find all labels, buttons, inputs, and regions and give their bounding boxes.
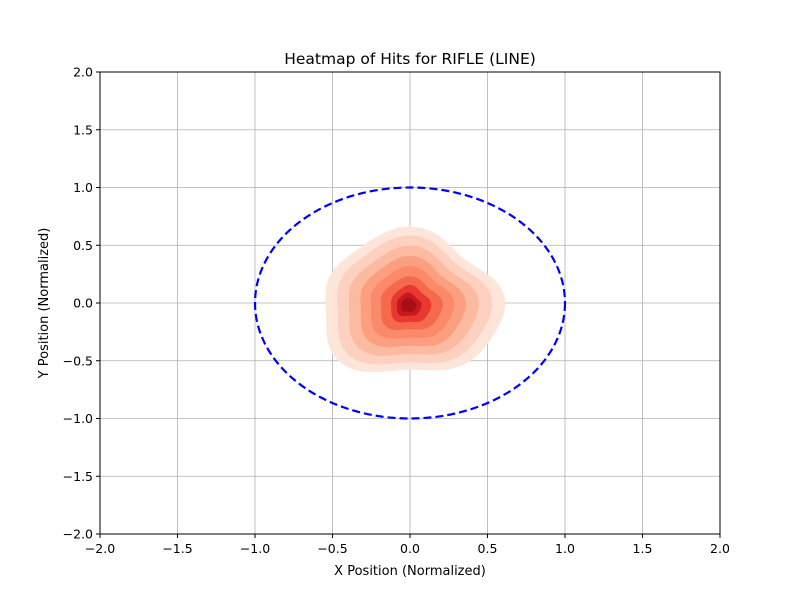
x-tick-label: 1.0: [555, 541, 575, 556]
x-axis-ticks: −2.0 −1.5 −1.0 −0.5 0.0 0.5 1.0 1.5 2.0: [85, 534, 730, 556]
y-tick-label: 1.0: [73, 180, 93, 195]
y-tick-label: 1.5: [73, 122, 93, 137]
y-tick-label: −1.0: [63, 411, 93, 426]
y-tick-label: 2.0: [73, 65, 93, 80]
y-tick-label: 0.0: [73, 296, 93, 311]
y-tick-label: −0.5: [63, 353, 93, 368]
y-axis-ticks: −2.0 −1.5 −1.0 −0.5 0.0 0.5 1.0 1.5 2.0: [63, 65, 100, 542]
x-tick-label: −0.5: [317, 541, 347, 556]
y-tick-label: −1.5: [63, 469, 93, 484]
x-axis-label: X Position (Normalized): [334, 564, 486, 579]
x-tick-label: 1.5: [633, 541, 653, 556]
y-axis-label: Y Position (Normalized): [37, 228, 52, 380]
y-tick-label: −2.0: [63, 527, 93, 542]
density-contour-level-9: [401, 297, 417, 312]
x-tick-label: −1.5: [162, 541, 192, 556]
y-tick-label: 0.5: [73, 238, 93, 253]
x-tick-label: −2.0: [85, 541, 115, 556]
x-tick-label: 0.0: [400, 541, 420, 556]
x-tick-label: 0.5: [478, 541, 498, 556]
density-contours: [325, 226, 506, 373]
x-tick-label: −1.0: [240, 541, 270, 556]
target-circle: [253, 186, 567, 420]
x-tick-label: 2.0: [710, 541, 730, 556]
chart-title: Heatmap of Hits for RIFLE (LINE): [284, 50, 536, 68]
